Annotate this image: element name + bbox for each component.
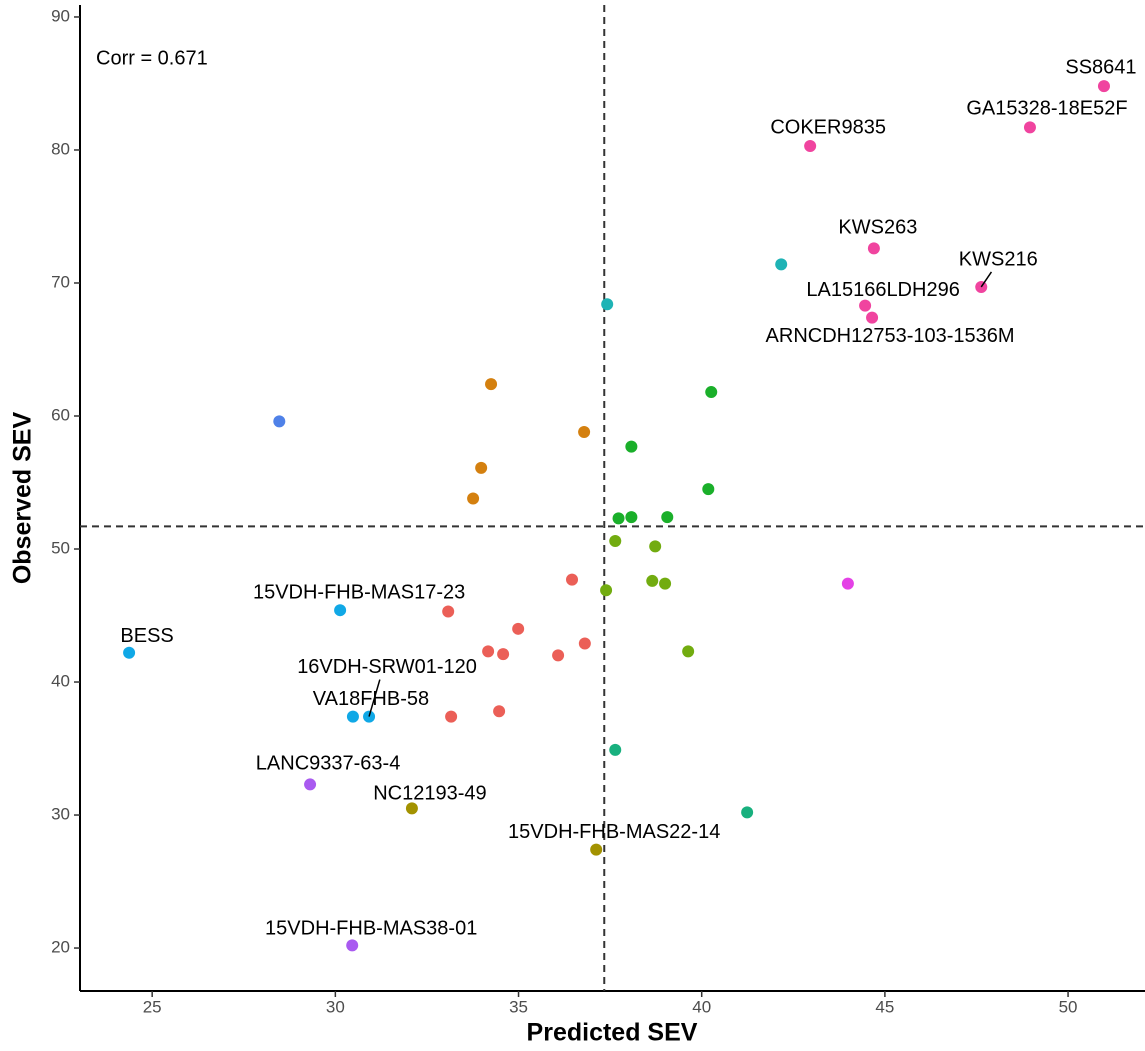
x-tick-label: 30 [326,997,345,1016]
point-label: SS8641 [1065,56,1136,78]
y-axis-label: Observed SEV [9,412,37,585]
point [346,939,359,952]
y-tick-label: 90 [51,6,70,25]
y-tick-label: 50 [51,538,70,557]
point [600,584,613,597]
point-label: 15VDH-FHB-MAS22-14 [508,821,720,843]
point [601,298,614,311]
x-tick-label: 45 [875,997,894,1016]
point [475,461,488,474]
point [741,806,754,819]
y-tick-label: 30 [51,805,70,824]
point-label: NC12193-49 [373,783,486,805]
point-label: 16VDH-SRW01-120 [297,656,477,678]
point [705,386,718,399]
point-label: KWS263 [838,217,917,239]
point-label: LANC9337-63-4 [256,753,401,775]
point [482,645,495,658]
y-tick-label: 80 [51,139,70,158]
point [612,512,625,525]
point-label: BESS [120,625,173,647]
point-label: LA15166LDH296 [806,279,959,301]
point [702,483,715,496]
point [775,258,788,271]
y-tick-label: 40 [51,672,70,691]
y-tick-label: 70 [51,272,70,291]
point [625,440,638,453]
y-tick-label: 60 [51,405,70,424]
point-label: ARNCDH12753-103-1536M [766,325,1015,347]
point-label: 15VDH-FHB-MAS38-01 [265,918,477,940]
point [659,577,672,590]
point [1023,121,1036,134]
x-axis-label: Predicted SEV [527,1019,698,1047]
point [405,802,418,815]
point [442,605,455,618]
point [273,415,286,428]
point-label: COKER9835 [770,116,886,138]
point [566,573,579,586]
point [609,743,622,756]
x-tick-label: 25 [143,997,162,1016]
point [590,843,603,856]
point [661,511,674,524]
y-tick-label: 20 [51,938,70,957]
point [646,574,659,587]
point [625,511,638,524]
point [682,645,695,658]
point [552,649,565,662]
point [1097,80,1110,93]
point [445,710,458,723]
point [867,242,880,255]
label-leader [368,679,381,717]
point [485,378,498,391]
point [493,705,506,718]
point [649,540,662,553]
annotation: Corr = 0.671 [96,47,208,69]
point [304,778,317,791]
point [578,425,591,438]
label-leader [980,271,993,288]
point [841,577,854,590]
point [334,604,347,617]
point-label: VA18FHB-58 [313,688,429,710]
point [512,622,525,635]
point [346,710,359,723]
x-tick-label: 40 [692,997,711,1016]
point [804,139,817,152]
x-tick-label: 35 [509,997,528,1016]
point-label: KWS216 [959,248,1038,270]
point-label: 15VDH-FHB-MAS17-23 [253,581,465,603]
point [609,535,622,548]
point-label: GA15328-18E52F [966,98,1127,120]
point [497,648,510,661]
x-tick-label: 50 [1059,997,1078,1016]
point [866,311,879,324]
point [859,299,872,312]
point [578,637,591,650]
point [123,646,136,659]
point [467,492,480,505]
